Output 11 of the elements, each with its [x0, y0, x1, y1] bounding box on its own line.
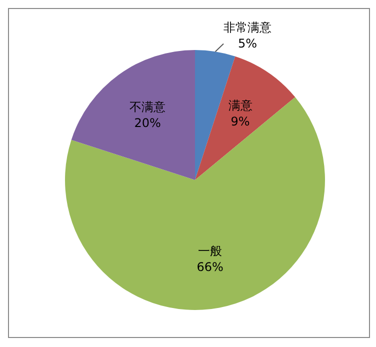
data-label: 20% — [134, 116, 161, 130]
slice-label: 不满意 — [130, 100, 166, 114]
pie-slice — [65, 97, 325, 310]
data-label: 5% — [238, 36, 258, 51]
pie-slice — [71, 50, 195, 180]
slice-label: 非常满意 — [224, 20, 272, 35]
pie-slice — [195, 56, 296, 180]
data-label: 9% — [230, 114, 250, 128]
slice-label: 满意 — [228, 98, 252, 112]
slice-label: 一般 — [198, 244, 222, 258]
data-label: 66% — [196, 260, 224, 274]
